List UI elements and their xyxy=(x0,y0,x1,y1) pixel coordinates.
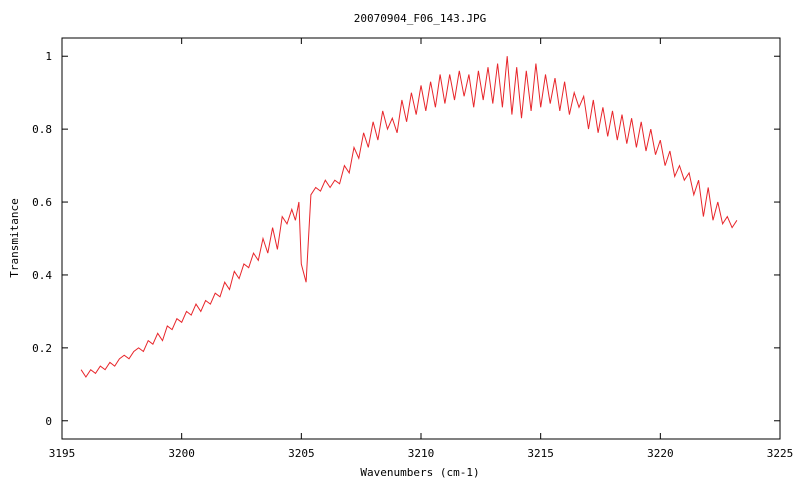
transmittance-series-line xyxy=(80,56,738,378)
x-tick-label: 3200 xyxy=(168,447,195,460)
x-tick-label: 3225 xyxy=(767,447,794,460)
y-tick-label: 1 xyxy=(45,50,52,63)
x-axis-label: Wavenumbers (cm-1) xyxy=(360,466,479,479)
x-tick-label: 3220 xyxy=(647,447,674,460)
y-tick-label: 0.8 xyxy=(32,123,52,136)
x-tick-label: 3210 xyxy=(408,447,435,460)
x-tick-label: 3215 xyxy=(527,447,554,460)
plot-frame xyxy=(61,37,781,440)
x-axis: 3195 3200 3205 3210 3215 3220 3225 xyxy=(49,38,794,460)
y-axis-label: Transmitance xyxy=(8,198,21,277)
series-layer xyxy=(80,56,738,378)
y-tick-label: 0.6 xyxy=(32,196,52,209)
y-axis: 0 0.2 0.4 0.6 0.8 1 xyxy=(32,50,780,428)
x-tick-label: 3195 xyxy=(49,447,76,460)
y-tick-label: 0.4 xyxy=(32,269,52,282)
y-tick-label: 0 xyxy=(45,415,52,428)
x-tick-label: 3205 xyxy=(288,447,315,460)
y-tick-label: 0.2 xyxy=(32,342,52,355)
chart-title: 20070904_F06_143.JPG xyxy=(354,12,486,25)
